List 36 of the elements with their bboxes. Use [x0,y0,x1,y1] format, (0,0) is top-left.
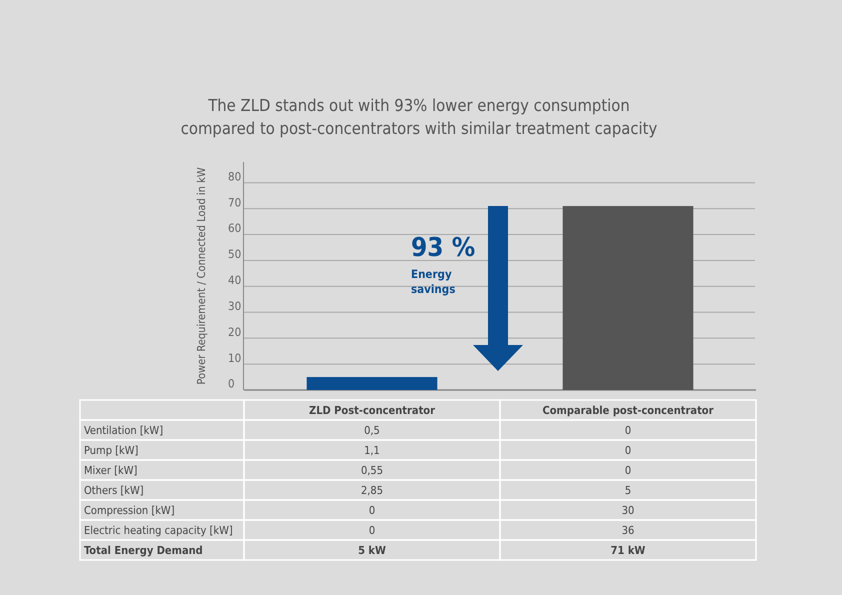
text: 0 [624,424,632,437]
chart-title: The ZLD stands out with 93% lower energy consumption compared to post-concentrators with similar treatment capacity [180,96,658,138]
y-tick-label: 80 [228,169,242,184]
text: 0 [368,524,376,537]
y-tick-label: 50 [228,247,242,262]
text: 0 [624,464,632,477]
y-tick-label: 30 [228,298,242,313]
text: 36 [622,524,634,537]
text: 5 [624,484,632,497]
category-label: Compression [kW] [84,504,175,517]
y-tick-label: 20 [228,324,242,339]
x-tick-label: Comparable post-concentrator [542,404,714,417]
y-tick-label: 40 [228,273,242,288]
category-label: Pump [kW] [84,444,138,457]
annotation: Energy savings [411,267,456,296]
x-tick-label: ZLD Post-concentrator [309,404,436,417]
category-label: Others [kW] [84,484,144,497]
category-label: Electric heating capacity [kW] [84,524,233,537]
text: 1,1 [364,444,380,457]
category-label: Mixer [kW] [84,464,138,477]
category-label: Ventilation [kW] [84,424,164,437]
text: 0,55 [360,464,384,477]
y-tick-label: 70 [228,195,242,210]
text: 0,5 [364,424,380,437]
text: 0 [624,444,632,457]
y-tick-label: 0 [228,376,235,391]
text: 5 kW [358,544,386,557]
annotation: 93 % [411,233,476,263]
category-label: Total Energy Demand [84,544,203,557]
y-tick-label: 10 [228,350,242,365]
text: 0 [368,504,376,517]
text: 71 kW [610,544,646,557]
text: 30 [622,504,634,517]
y-axis-title: Power Requirement / Connected Load in kW [195,167,208,385]
y-tick-label: 60 [228,221,242,236]
text: 2,85 [360,484,384,497]
